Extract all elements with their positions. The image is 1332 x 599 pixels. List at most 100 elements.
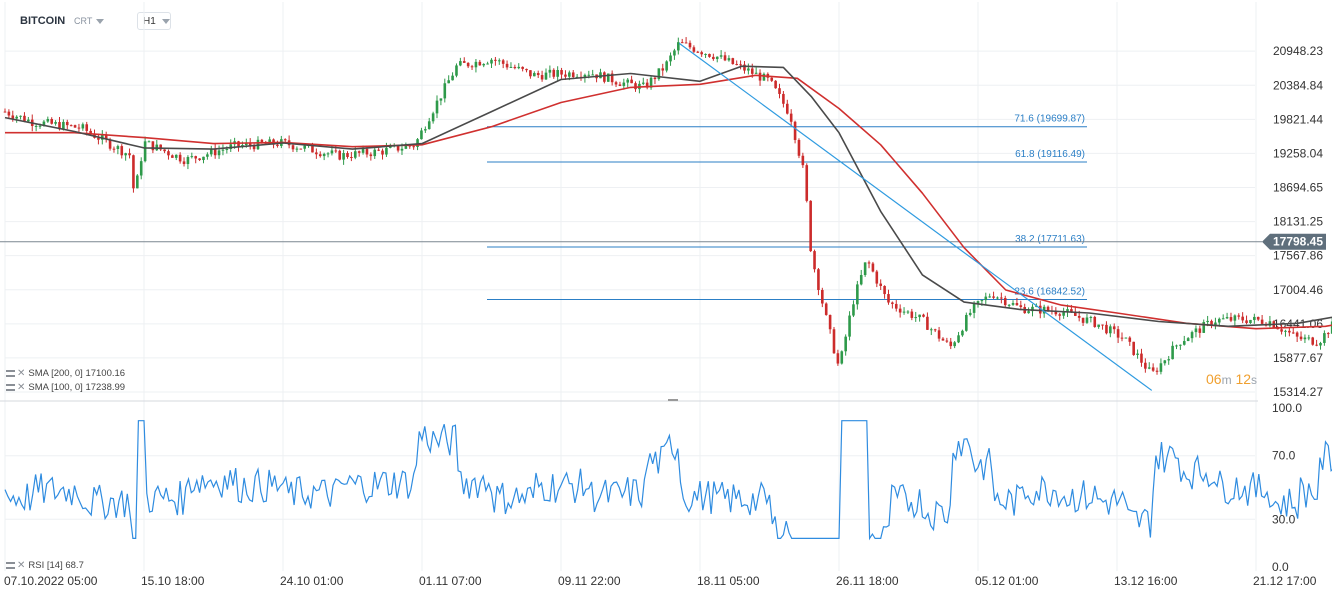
candle-body <box>945 340 949 342</box>
candle-body <box>747 68 750 71</box>
candle-body <box>330 150 334 154</box>
candle-body <box>229 144 233 150</box>
candle-body <box>614 82 618 85</box>
candle-body <box>260 139 264 143</box>
candle-body <box>1058 314 1062 316</box>
candle-body <box>77 127 81 129</box>
candle-body <box>248 142 252 146</box>
candle-body <box>645 82 649 88</box>
candle-body <box>821 289 824 304</box>
candle-body <box>97 137 100 140</box>
rsi-value: 68.7 <box>65 560 84 571</box>
candle-body <box>918 314 921 318</box>
candle-body <box>182 161 186 165</box>
candle-body <box>591 74 594 76</box>
candle-body <box>357 151 361 153</box>
candle-body <box>128 153 131 156</box>
settings-icon[interactable] <box>6 383 15 391</box>
candle-body <box>610 73 614 83</box>
x-tick-label: 21.12 17:00 <box>1253 574 1317 588</box>
candle-body <box>1070 309 1073 312</box>
chart-mode-dropdown[interactable]: CRT <box>74 16 105 26</box>
candle-body <box>206 154 209 157</box>
candle-body <box>809 200 812 252</box>
candle-body <box>544 72 548 80</box>
candle-body <box>929 329 933 331</box>
candle-body <box>116 146 120 149</box>
candle-body <box>217 150 221 156</box>
candle-body <box>1311 337 1315 345</box>
fib-level-label: 71.6 (19699.87) <box>1014 114 1085 125</box>
settings-icon[interactable] <box>6 561 15 569</box>
sma100-label: SMA [100, 0] <box>28 382 83 393</box>
candle-body <box>1046 306 1050 311</box>
candles-group <box>3 37 1332 375</box>
candle-body <box>533 73 536 77</box>
candle-body <box>1140 353 1143 363</box>
candle-body <box>863 262 867 276</box>
candle-body <box>661 68 665 71</box>
fib-level-label: 61.8 (19116.49) <box>1015 149 1085 160</box>
timeframe-dropdown[interactable]: H1 <box>137 12 171 30</box>
candle-body <box>677 42 680 51</box>
candle-body <box>50 119 54 124</box>
candle-body <box>69 125 73 127</box>
sma100-value: 17238.99 <box>85 382 126 393</box>
candle-body <box>427 121 431 130</box>
candle-body <box>62 121 65 130</box>
fib-level-label: 23.6 (16842.52) <box>1014 287 1085 298</box>
candle-body <box>108 139 112 149</box>
candle-body <box>186 157 190 165</box>
candle-body <box>283 139 287 141</box>
candle-body <box>163 149 166 152</box>
candle-body <box>1225 317 1229 319</box>
candle-body <box>299 148 303 150</box>
candle-body <box>1101 324 1104 326</box>
candle-body <box>1221 318 1225 320</box>
candle-body <box>198 158 201 161</box>
candle-body <box>65 121 69 126</box>
candle-body <box>194 156 198 159</box>
candle-body <box>1237 315 1241 317</box>
rsi-legend: ✕ RSI [14] 68.7 <box>6 560 84 571</box>
candle-body <box>805 165 809 201</box>
rsi-tick-label: 0.0 <box>1272 560 1289 574</box>
close-icon[interactable]: ✕ <box>17 382 26 393</box>
panel-resize-handle <box>668 399 678 401</box>
candle-body <box>1144 362 1147 369</box>
candle-body <box>159 144 162 150</box>
candle-body <box>754 72 758 74</box>
candle-body <box>326 153 330 155</box>
candle-body <box>478 61 482 66</box>
sma100-line <box>4 65 1332 328</box>
candle-body <box>104 135 108 140</box>
candle-body <box>27 119 30 122</box>
candle-body <box>1000 297 1003 299</box>
candle-body <box>81 124 85 129</box>
candle-body <box>797 139 801 156</box>
candle-body <box>1159 363 1163 372</box>
candle-body <box>548 69 552 73</box>
chevron-down-icon <box>96 19 105 25</box>
x-tick-label: 13.12 16:00 <box>1114 574 1178 588</box>
candle-body <box>1128 337 1132 342</box>
candle-body <box>782 93 785 104</box>
candle-body <box>190 156 194 158</box>
settings-icon[interactable] <box>6 369 15 377</box>
candle-body <box>1194 328 1198 333</box>
candle-body <box>1015 303 1019 306</box>
candle-body <box>58 122 61 130</box>
close-icon[interactable]: ✕ <box>17 560 26 571</box>
candle-body <box>996 297 999 299</box>
close-icon[interactable]: ✕ <box>17 368 26 379</box>
candle-body <box>587 74 591 76</box>
candle-body <box>1038 305 1042 314</box>
candle-body <box>1280 329 1283 332</box>
symbol-label[interactable]: BITCOIN <box>20 15 66 27</box>
sma200-label: SMA [200, 0] <box>28 368 83 379</box>
candle-body <box>980 300 984 302</box>
candle-body <box>669 55 672 62</box>
candle-body <box>743 64 746 71</box>
candle-body <box>680 42 684 44</box>
